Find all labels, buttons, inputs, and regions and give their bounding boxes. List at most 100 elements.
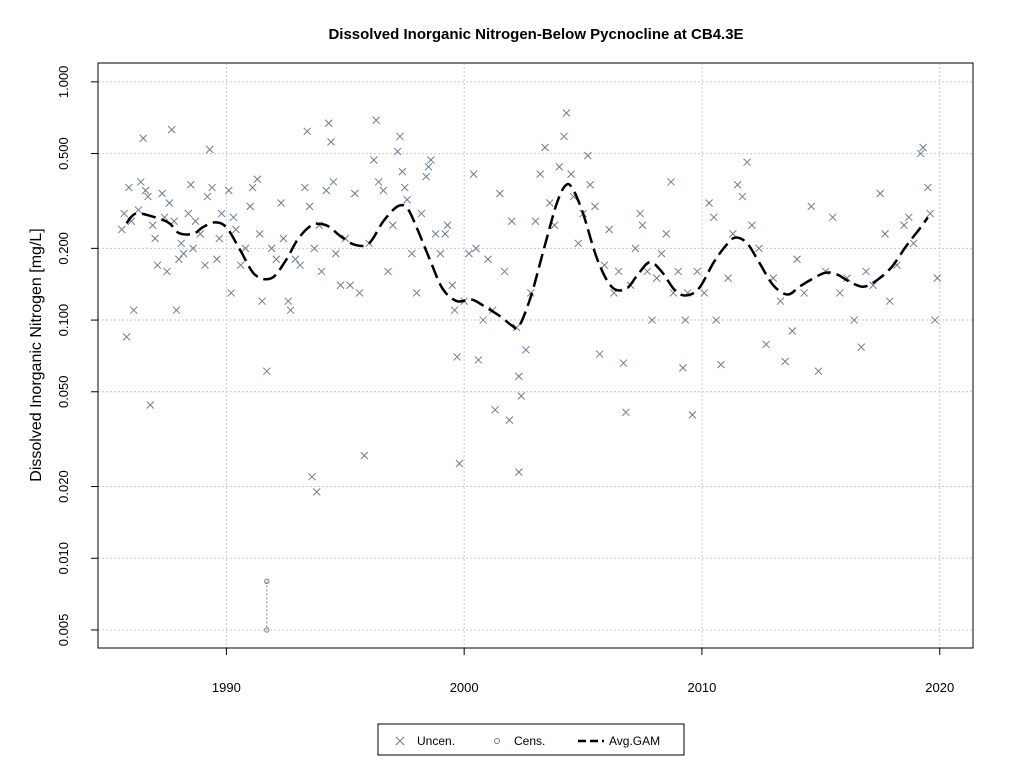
uncen-point (595, 350, 604, 358)
uncen-point (500, 267, 509, 276)
uncen-point (141, 186, 150, 195)
uncen-point (614, 267, 623, 276)
legend-uncen-marker (395, 736, 405, 746)
uncen-point (398, 167, 407, 176)
uncen-point (652, 274, 661, 282)
uncen-point (148, 221, 157, 230)
uncen-point (372, 116, 381, 125)
uncen-point (424, 162, 433, 171)
uncen-point (267, 244, 276, 253)
x-tick-label: 1990 (212, 680, 241, 695)
uncen-point (724, 274, 732, 282)
uncen-point (862, 267, 870, 276)
uncen-point (850, 316, 858, 324)
y-tick-label: 0.010 (56, 542, 71, 575)
uncen-point (933, 274, 942, 282)
uncen-point (900, 221, 908, 230)
uncen-point (317, 267, 326, 276)
uncen-point (163, 267, 171, 276)
uncen-point (172, 306, 181, 315)
uncen-point (560, 132, 568, 141)
y-tick-label: 0.020 (56, 470, 71, 503)
y-tick-label: 1.000 (56, 66, 71, 99)
uncen-point (129, 306, 138, 315)
uncen-point (262, 367, 271, 376)
uncen-point (436, 249, 445, 258)
uncen-point (346, 281, 354, 290)
legend-box (377, 723, 685, 756)
uncen-point (336, 281, 345, 290)
uncen-point (700, 289, 709, 297)
uncen-point (224, 186, 233, 195)
uncen-point (515, 468, 523, 476)
uncen-point (923, 183, 932, 192)
uncen-point (136, 178, 145, 186)
uncen-point (422, 172, 430, 181)
uncen-point (431, 230, 440, 238)
uncen-point (919, 143, 927, 152)
uncen-point (800, 289, 809, 297)
uncen-point (517, 392, 526, 400)
uncen-point (484, 255, 492, 264)
uncen-point (743, 158, 751, 167)
legend-cens-marker (494, 738, 500, 744)
uncen-point (631, 244, 640, 253)
uncen-point (600, 261, 609, 270)
gam-series-line (125, 182, 929, 330)
plot-frame (97, 62, 974, 649)
uncen-point (705, 199, 713, 207)
uncen-point (120, 209, 129, 218)
uncen-point (505, 416, 514, 425)
uncen-point (158, 189, 167, 198)
uncen-point (469, 170, 478, 178)
uncen-point (350, 189, 359, 198)
uncen-point (621, 408, 630, 417)
uncen-point (308, 472, 316, 481)
uncen-point (215, 234, 224, 243)
uncen-point (648, 316, 656, 324)
uncen-point (591, 202, 599, 211)
legend-gam-label: Avg.GAM (609, 734, 660, 748)
uncen-point (400, 183, 409, 192)
uncen-point (279, 234, 288, 243)
uncen-point (450, 306, 459, 315)
uncen-point (329, 178, 338, 186)
uncen-point (134, 206, 143, 214)
uncen-point (153, 261, 162, 270)
uncen-point (170, 217, 178, 226)
uncen-point (636, 209, 644, 218)
uncen-point (828, 213, 837, 222)
y-tick-label: 0.100 (56, 304, 71, 337)
uncen-point (693, 267, 702, 276)
uncen-point (296, 261, 304, 270)
uncen-point (738, 192, 747, 201)
uncen-point (776, 297, 785, 306)
uncen-point (186, 180, 195, 189)
uncen-point (495, 189, 504, 198)
uncen-point (709, 213, 718, 222)
uncen-point (272, 255, 281, 264)
uncen-point (253, 175, 262, 184)
uncen-point (562, 109, 571, 117)
uncen-point (303, 127, 312, 136)
uncen-point (379, 186, 388, 195)
x-tick-label: 2010 (687, 680, 716, 695)
uncen-point (674, 267, 683, 276)
uncen-point (191, 217, 200, 226)
uncen-point (393, 147, 402, 156)
uncen-point (876, 189, 885, 198)
uncen-point (717, 360, 725, 369)
chart-title: Dissolved Inorganic Nitrogen-Below Pycno… (328, 26, 743, 43)
uncen-point (781, 357, 790, 366)
y-tick-label: 0.500 (56, 137, 71, 170)
uncen-point (324, 119, 333, 128)
uncen-point (179, 249, 188, 258)
y-tick-label: 0.200 (56, 232, 71, 265)
uncen-point (931, 316, 939, 324)
uncen-point (229, 213, 238, 222)
y-tick-label: 0.050 (56, 375, 71, 408)
uncen-point (284, 297, 293, 306)
uncen-point (246, 202, 255, 211)
uncen-point (926, 209, 935, 218)
